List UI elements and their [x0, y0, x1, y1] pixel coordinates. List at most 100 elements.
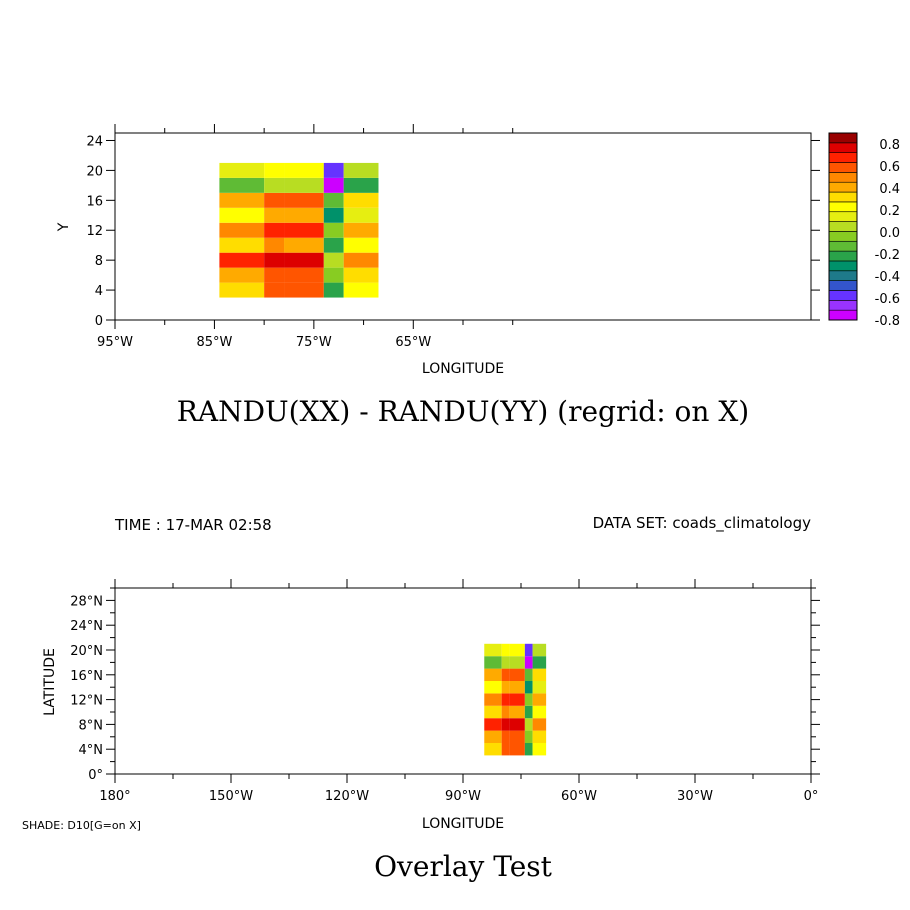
heatmap-cell [284, 222, 324, 238]
heatmap-cell [524, 743, 533, 756]
heatmap-cell [264, 252, 285, 268]
colorbar-label: 0.2 [879, 204, 900, 219]
colorbar-swatch [828, 211, 858, 222]
heatmap-cell [501, 705, 510, 719]
top-y-axis-title: Y [56, 222, 72, 232]
heatmap-cell [524, 705, 533, 719]
heatmap-cell [532, 681, 547, 694]
heatmap-cell [509, 718, 525, 731]
colorbar-label: -0.2 [875, 248, 900, 263]
y-tick-label: 12°N [70, 694, 103, 709]
y-tick-label: 8°N [79, 718, 104, 733]
heatmap-cell [484, 668, 502, 681]
heatmap-cell [343, 282, 379, 298]
heatmap-cell [219, 237, 265, 253]
y-tick-label: 28°N [70, 594, 103, 609]
heatmap-cell [264, 267, 285, 283]
bottom-x-tick-labels: 180° 150°W 120°W 90°W 60°W 30°W 0° [99, 789, 818, 804]
colorbar-swatch [828, 221, 858, 232]
x-tick-label: 75°W [296, 335, 332, 350]
top-x-tick-labels: 95°W 85°W 75°W 65°W [97, 335, 431, 350]
shade-note: SHADE: D10[G=on X] [22, 819, 141, 832]
heatmap-cell [323, 252, 344, 268]
colorbar-swatch [828, 240, 858, 252]
heatmap-cell [524, 730, 533, 743]
bottom-heatmap-cells [484, 643, 547, 756]
heatmap-cell [484, 718, 502, 731]
heatmap-cell [284, 162, 324, 178]
dataset-label: DATA SET: coads_climatology [593, 514, 812, 533]
heatmap-cell [264, 237, 285, 253]
heatmap-cell [264, 282, 285, 298]
heatmap-cell [284, 192, 324, 208]
colorbar-swatch [828, 132, 858, 144]
heatmap-cell [219, 282, 265, 298]
heatmap-cell [509, 656, 525, 669]
y-tick-label: 12 [86, 224, 103, 239]
heatmap-cell [484, 656, 502, 669]
heatmap-cell [532, 730, 547, 743]
colorbar-swatch [828, 201, 858, 213]
colorbar-label: 0.0 [879, 226, 900, 241]
heatmap-cell [343, 192, 379, 208]
heatmap-cell [501, 643, 510, 657]
time-label: TIME : 17-MAR 02:58 [114, 516, 272, 534]
heatmap-cell [524, 656, 533, 669]
colorbar-swatch [828, 172, 858, 183]
colorbar-label: -0.4 [875, 270, 900, 285]
heatmap-cell [284, 237, 324, 253]
top-plot: 95°W 85°W 75°W 65°W 0 4 8 12 16 20 24 LONGITUDE Y… [56, 124, 900, 428]
heatmap-cell [219, 177, 265, 193]
heatmap-cell [524, 668, 533, 681]
colorbar-label: -0.6 [875, 292, 900, 307]
y-tick-label: 0 [95, 314, 103, 329]
colorbar-labels: 0.8 0.6 0.4 0.2 0.0 -0.2 -0.4 -0.6 -0.8 [875, 138, 900, 329]
heatmap-cell [284, 207, 324, 223]
colorbar-swatch [828, 290, 858, 301]
x-tick-label: 60°W [561, 789, 597, 804]
colorbar-frame [828, 132, 858, 321]
heatmap-cell [509, 693, 525, 706]
x-tick-label: 95°W [97, 335, 133, 350]
colorbar-label: 0.6 [879, 160, 900, 175]
x-tick-label: 30°W [677, 789, 713, 804]
heatmap-cell [343, 207, 379, 223]
heatmap-cell [501, 681, 510, 694]
heatmap-cell [509, 681, 525, 694]
heatmap-cell [284, 252, 324, 268]
colorbar-swatch [828, 250, 858, 262]
heatmap-cell [323, 177, 344, 193]
colorbar-swatch [828, 162, 858, 173]
heatmap-cell [524, 693, 533, 706]
bottom-y-axis-title: LATITUDE [42, 648, 58, 716]
top-chart-title: RANDU(XX) - RANDU(YY) (regrid: on X) [177, 395, 749, 428]
heatmap-cell [323, 207, 344, 223]
heatmap-cell [284, 177, 324, 193]
heatmap-cell [509, 705, 525, 719]
heatmap-cell [532, 705, 547, 719]
heatmap-cell [532, 643, 547, 657]
heatmap-cell [264, 162, 285, 178]
top-heatmap-cells [219, 162, 379, 298]
heatmap-cell [264, 207, 285, 223]
heatmap-cell [323, 282, 344, 298]
heatmap-cell [532, 743, 547, 756]
heatmap-cell [343, 252, 379, 268]
x-tick-label: 120°W [325, 789, 369, 804]
y-tick-label: 0° [88, 768, 103, 783]
heatmap-cell [219, 207, 265, 223]
x-tick-label: 0° [804, 789, 819, 804]
colorbar-swatch [828, 142, 858, 153]
heatmap-cell [524, 681, 533, 694]
top-x-axis-title: LONGITUDE [422, 361, 504, 377]
x-tick-label: 150°W [209, 789, 253, 804]
heatmap-cell [284, 267, 324, 283]
heatmap-cell [532, 718, 547, 731]
heatmap-cell [343, 267, 379, 283]
bottom-ticks [106, 579, 820, 783]
y-tick-label: 24°N [70, 619, 103, 634]
colorbar-label: 0.8 [879, 138, 900, 153]
heatmap-cell [219, 252, 265, 268]
heatmap-cell [219, 162, 265, 178]
